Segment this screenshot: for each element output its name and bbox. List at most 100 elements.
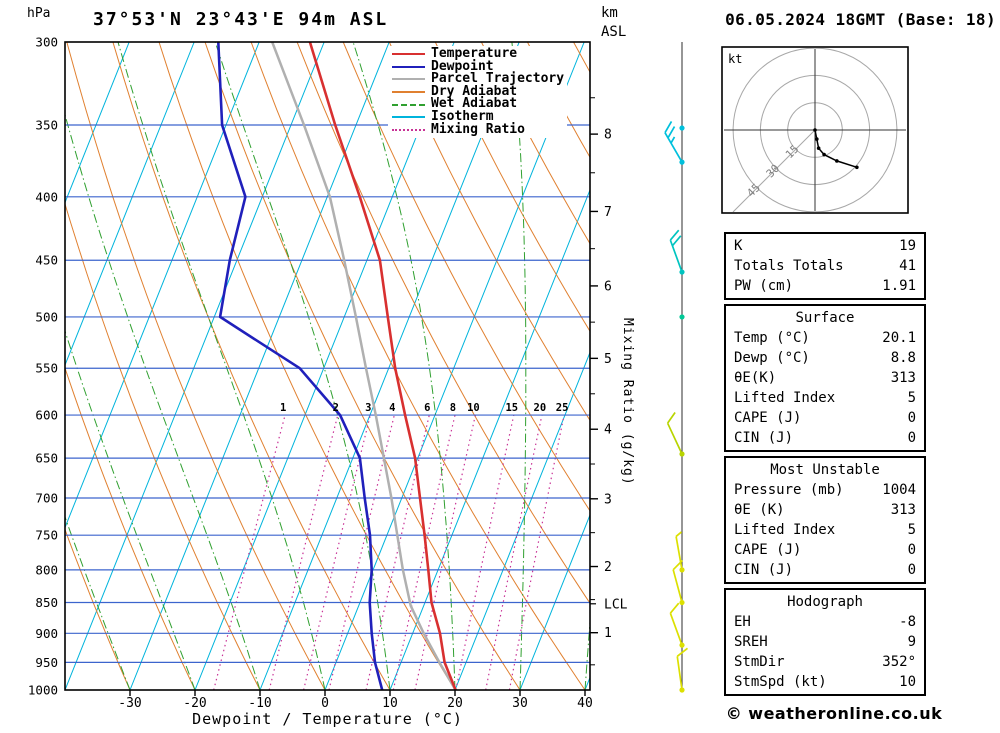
svg-text:400: 400 <box>35 189 58 204</box>
legend-swatch <box>392 78 425 81</box>
temperature-axis-label: Dewpoint / Temperature (°C) <box>192 710 463 728</box>
svg-text:650: 650 <box>35 451 58 466</box>
row-label: CAPE (J) <box>734 410 802 426</box>
svg-text:40: 40 <box>577 696 593 711</box>
svg-text:550: 550 <box>35 361 58 376</box>
legend-label: Dewpoint <box>431 58 494 74</box>
stats-table: Surface Temp (°C) 20.1 Dewp (°C) 8.8 θE(K) 313… <box>724 304 926 452</box>
legend-swatch <box>392 116 425 119</box>
svg-text:-20: -20 <box>183 696 206 711</box>
table-row: PW (cm) 1.91 <box>726 276 924 296</box>
row-label: θE(K) <box>734 370 777 386</box>
svg-text:350: 350 <box>35 117 58 132</box>
row-value: 20.1 <box>882 330 916 346</box>
svg-text:300: 300 <box>35 35 58 50</box>
temperature-axis-labels: -30 -20 -10 0 10 20 30 40 <box>118 690 593 711</box>
stats-table-title: Most Unstable <box>770 462 880 478</box>
svg-text:25: 25 <box>556 402 569 414</box>
legend-item: Isotherm <box>392 110 564 124</box>
row-value: 0 <box>907 410 916 426</box>
row-value: 19 <box>899 238 916 254</box>
svg-text:900: 900 <box>35 626 58 641</box>
row-label: Lifted Index <box>734 522 836 538</box>
mixing-ratio-labels: 1 2 3 4 6 8 10 15 20 25 <box>280 402 569 414</box>
legend-item: Parcel Trajectory <box>392 71 565 87</box>
table-row: Pressure (mb) 1004 <box>726 480 924 500</box>
height-axis: 1 2 3 4 5 6 7 8 LCL <box>590 97 628 666</box>
row-label: Lifted Index <box>734 390 836 406</box>
svg-text:1: 1 <box>604 626 612 641</box>
legend-swatch <box>392 91 425 94</box>
svg-text:4: 4 <box>604 423 612 438</box>
row-label: PW (cm) <box>734 278 794 294</box>
row-value: 8.8 <box>890 350 916 366</box>
svg-text:30: 30 <box>512 696 528 711</box>
table-row: θE (K) 313 <box>726 500 924 520</box>
row-label: Temp (°C) <box>734 330 810 346</box>
height-axis-unit: km ASL <box>601 4 626 42</box>
row-value: -8 <box>899 614 916 630</box>
svg-text:1: 1 <box>280 402 286 414</box>
legend-swatch <box>392 53 425 56</box>
svg-text:600: 600 <box>35 408 58 423</box>
dewpoint-curve <box>217 42 384 690</box>
svg-text:8: 8 <box>604 128 612 143</box>
row-value: 313 <box>890 370 916 386</box>
row-value: 1004 <box>882 482 916 498</box>
row-label: CIN (J) <box>734 430 794 446</box>
svg-text:4: 4 <box>389 402 395 414</box>
pressure-unit-label: hPa <box>27 6 51 21</box>
wind-barb <box>679 314 685 320</box>
legend-label: Parcel Trajectory <box>431 71 565 87</box>
lcl-label: LCL <box>604 597 628 612</box>
svg-text:15: 15 <box>505 402 518 414</box>
temperature-curve <box>308 42 457 690</box>
plot-area <box>65 42 590 690</box>
asl-unit-label: ASL <box>601 24 627 40</box>
chart-legend: Temperature Dewpoint Parcel Trajectory Dry … <box>388 46 568 139</box>
row-label: K <box>734 238 743 254</box>
stats-table: Most Unstable Pressure (mb) 1004 θE (K) 313 L… <box>724 456 926 584</box>
legend-label: Mixing Ratio <box>431 121 525 137</box>
wind-barb-column <box>664 42 689 693</box>
svg-text:750: 750 <box>35 528 58 543</box>
row-value: 5 <box>907 522 916 538</box>
svg-text:3: 3 <box>604 492 612 507</box>
table-row: Lifted Index 5 <box>726 520 924 540</box>
svg-text:2: 2 <box>604 560 612 575</box>
mixing-ratio-lines <box>213 414 565 690</box>
legend-item: Dry Adiabat <box>392 83 564 99</box>
legend-label: Dry Adiabat <box>431 83 518 99</box>
svg-text:6: 6 <box>604 279 612 294</box>
svg-text:800: 800 <box>35 562 58 577</box>
legend-label: Temperature <box>431 46 518 61</box>
run-datetime: 06.05.2024 18GMT (Base: 18) <box>725 10 996 29</box>
plot-border <box>64 41 591 691</box>
table-row: StmDir 352° <box>726 652 924 672</box>
svg-text:8: 8 <box>450 402 456 414</box>
pressure-gridlines <box>65 124 590 663</box>
svg-text:-30: -30 <box>118 696 141 711</box>
row-value: 9 <box>907 634 916 650</box>
row-value: 0 <box>907 430 916 446</box>
svg-text:20: 20 <box>447 696 463 711</box>
row-value: 0 <box>907 542 916 558</box>
row-label: CIN (J) <box>734 562 794 578</box>
row-label: Pressure (mb) <box>734 482 844 498</box>
legend-swatch <box>392 128 425 131</box>
table-row: CAPE (J) 0 <box>726 540 924 560</box>
table-row: CAPE (J) 0 <box>726 408 924 428</box>
row-label: StmDir <box>734 654 785 670</box>
svg-text:500: 500 <box>35 309 58 324</box>
svg-text:0: 0 <box>321 696 329 711</box>
row-value: 41 <box>899 258 916 274</box>
table-row: SREH 9 <box>726 632 924 652</box>
svg-text:10: 10 <box>467 402 480 414</box>
row-label: EH <box>734 614 751 630</box>
svg-text:20: 20 <box>534 402 547 414</box>
row-label: StmSpd (kt) <box>734 674 827 690</box>
svg-text:950: 950 <box>35 655 58 670</box>
svg-text:850: 850 <box>35 595 58 610</box>
row-label: Dewp (°C) <box>734 350 810 366</box>
wind-barb <box>679 567 685 573</box>
